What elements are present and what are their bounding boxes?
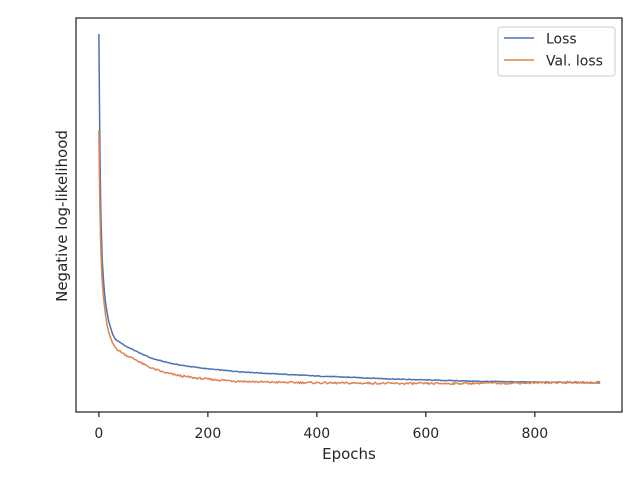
series-lines [98, 33, 601, 386]
legend-frame [497, 26, 616, 77]
legend-label-loss: Loss [546, 32, 577, 48]
x-tick-label: 200 [195, 426, 222, 442]
x-tick-label: 800 [521, 426, 548, 442]
x-tick-label: 600 [412, 426, 439, 442]
legend: Loss Val. loss [497, 26, 616, 77]
series-line-val-loss [98, 130, 601, 386]
plot-area-frame [75, 17, 623, 413]
x-axis-label: Epochs [322, 445, 376, 463]
legend-label-val-loss: Val. loss [546, 54, 603, 70]
series-line-loss [98, 33, 601, 384]
x-tick-label: 0 [94, 426, 103, 442]
y-axis-label: Negative log-likelihood [53, 130, 71, 302]
x-tick-label: 400 [303, 426, 330, 442]
x-axis-ticks: 0 200 400 600 800 [94, 412, 548, 442]
